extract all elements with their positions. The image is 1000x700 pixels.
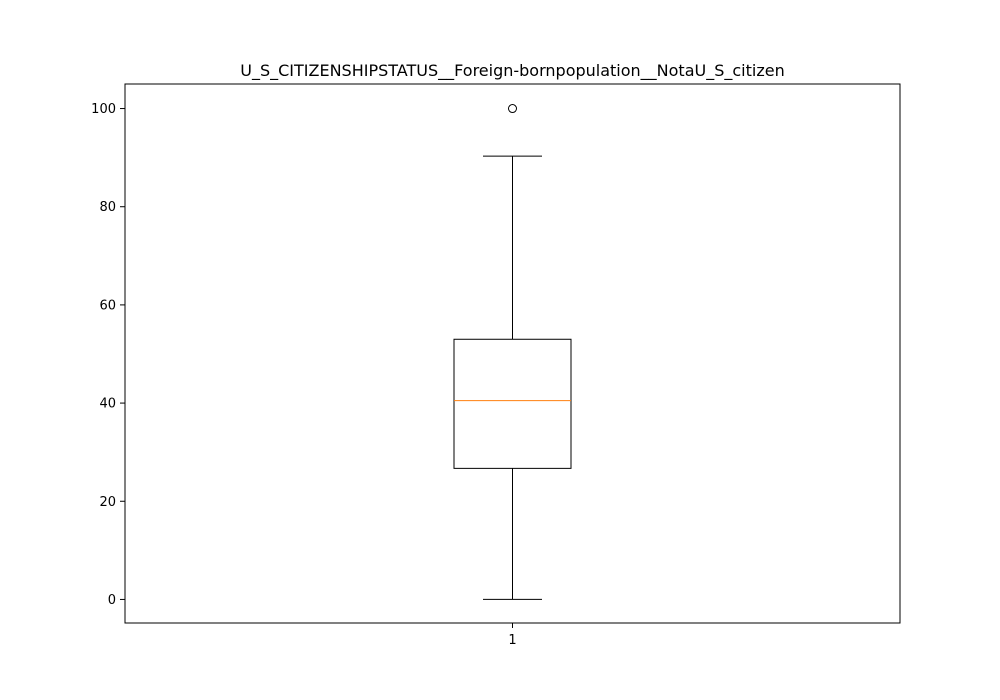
y-tick-label: 20 [99,495,116,510]
x-tick-label: 1 [508,633,516,648]
chart-title: U_S_CITIZENSHIPSTATUS__Foreign-bornpopul… [240,61,784,81]
y-tick-label: 60 [99,298,116,313]
y-tick-label: 80 [99,200,116,215]
y-tick-label: 0 [108,593,116,608]
outlier-point [508,104,517,114]
chart-marks: 0 20 40 60 80 100 1 [91,102,572,648]
interquartile-box [453,338,572,469]
y-tick-label: 100 [91,102,116,117]
y-tick-label: 40 [99,397,116,412]
